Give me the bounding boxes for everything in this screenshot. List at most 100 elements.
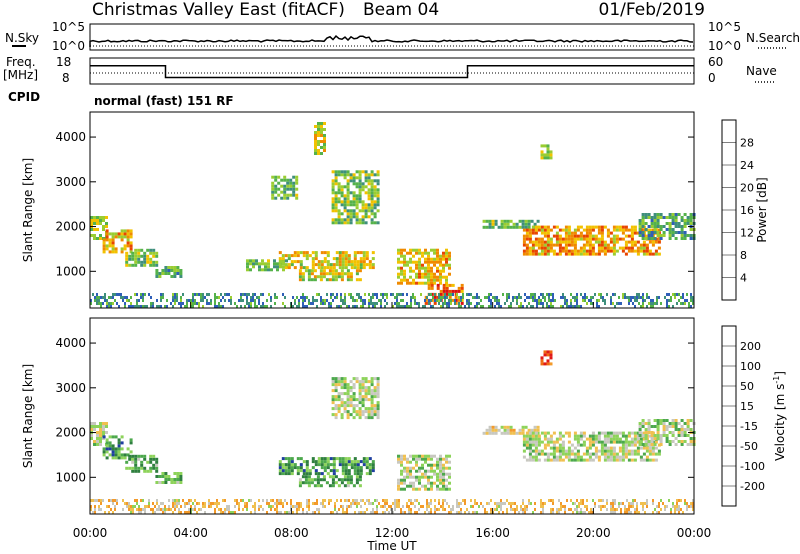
- ground-scatter-cell: [416, 511, 418, 514]
- ground-scatter-cell: [438, 299, 440, 302]
- data-cell: [677, 422, 681, 425]
- data-cell: [96, 219, 99, 222]
- data-cell: [355, 182, 359, 186]
- ground-scatter-cell: [636, 511, 638, 514]
- data-cell: [409, 251, 412, 255]
- date-label: 01/Feb/2019: [599, 0, 705, 20]
- ground-scatter-cell: [322, 502, 324, 505]
- data-cell: [546, 452, 550, 456]
- data-cell: [313, 275, 317, 279]
- ground-scatter-cell: [364, 502, 366, 505]
- ground-scatter-cell: [362, 511, 364, 514]
- colorbar-tick-label: 4: [740, 272, 747, 285]
- data-cell: [525, 443, 529, 447]
- data-cell: [343, 203, 347, 207]
- data-cell: [334, 395, 338, 399]
- freq-unit: [MHz]: [3, 68, 38, 82]
- data-cell: [653, 425, 657, 428]
- ground-scatter-cell: [142, 508, 144, 511]
- data-cell: [442, 463, 445, 467]
- data-cell: [323, 469, 327, 473]
- data-cell: [320, 131, 323, 134]
- data-cell: [421, 272, 424, 276]
- data-cell: [612, 434, 616, 438]
- ground-scatter-cell: [642, 302, 644, 305]
- data-cell: [90, 219, 93, 222]
- ground-scatter-cell: [636, 502, 638, 505]
- data-cell: [352, 407, 356, 411]
- ground-scatter-cell: [308, 499, 310, 502]
- data-cell: [376, 389, 380, 393]
- ground-scatter-cell: [352, 299, 354, 302]
- ground-scatter-cell: [340, 296, 342, 299]
- data-cell: [638, 219, 642, 222]
- data-cell: [111, 235, 115, 239]
- data-cell: [525, 446, 529, 450]
- data-cell: [650, 437, 654, 440]
- ground-scatter-cell: [368, 302, 370, 305]
- data-cell: [424, 272, 427, 276]
- data-cell: [314, 254, 318, 258]
- data-cell: [320, 260, 324, 264]
- ground-scatter-cell: [224, 293, 226, 296]
- data-cell: [355, 221, 359, 225]
- data-cell: [627, 249, 631, 253]
- data-cell: [409, 269, 412, 273]
- data-cell: [612, 237, 616, 241]
- ground-scatter-cell: [548, 296, 550, 299]
- data-cell: [346, 221, 350, 225]
- ground-scatter-cell: [510, 302, 512, 305]
- data-cell: [582, 252, 586, 256]
- data-cell: [343, 170, 347, 174]
- data-cell: [278, 469, 282, 473]
- data-cell: [358, 173, 362, 177]
- data-cell: [552, 440, 556, 444]
- data-cell: [606, 458, 610, 462]
- data-cell: [528, 246, 532, 250]
- data-cell: [644, 431, 648, 434]
- ground-scatter-cell: [384, 505, 386, 508]
- data-cell: [362, 251, 366, 255]
- ground-scatter-cell: [192, 296, 194, 299]
- data-cell: [588, 246, 592, 250]
- ground-scatter-cell: [530, 296, 532, 299]
- data-cell: [525, 434, 529, 438]
- ground-scatter-cell: [606, 508, 608, 511]
- ground-scatter-cell: [164, 305, 166, 308]
- ground-scatter-cell: [594, 293, 596, 296]
- ground-scatter-cell: [480, 305, 482, 308]
- ground-scatter-cell: [258, 302, 260, 305]
- ground-scatter-cell: [132, 305, 134, 308]
- data-cell: [337, 407, 341, 411]
- data-cell: [320, 134, 323, 137]
- data-cell: [167, 272, 171, 275]
- ground-scatter-cell: [194, 299, 196, 302]
- ground-scatter-cell: [476, 511, 478, 514]
- data-cell: [588, 231, 592, 235]
- ground-scatter-cell: [100, 508, 102, 511]
- data-cell: [361, 389, 365, 393]
- data-cell: [331, 278, 335, 282]
- ground-scatter-cell: [508, 305, 510, 308]
- data-cell: [278, 460, 282, 464]
- data-cell: [597, 437, 601, 441]
- data-cell: [316, 275, 320, 279]
- data-cell: [308, 472, 312, 476]
- ground-scatter-cell: [202, 296, 204, 299]
- data-cell: [412, 281, 415, 285]
- data-cell: [93, 228, 96, 231]
- data-cell: [340, 392, 344, 396]
- data-cell: [531, 455, 535, 459]
- data-cell: [406, 466, 409, 470]
- ground-scatter-cell: [582, 499, 584, 502]
- ground-scatter-cell: [94, 499, 96, 502]
- data-cell: [340, 188, 344, 192]
- ground-scatter-cell: [412, 293, 414, 296]
- ground-scatter-cell: [542, 302, 544, 305]
- data-cell: [298, 275, 302, 279]
- data-cell: [689, 219, 693, 222]
- ground-scatter-cell: [518, 296, 520, 299]
- ground-scatter-cell: [600, 499, 602, 502]
- data-cell: [334, 194, 338, 198]
- ground-scatter-cell: [536, 302, 538, 305]
